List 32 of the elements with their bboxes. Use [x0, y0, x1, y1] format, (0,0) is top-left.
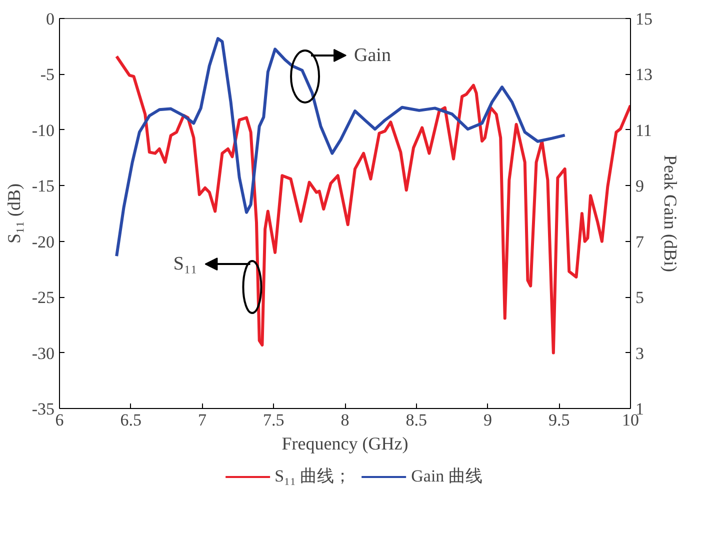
x-tick-label: 7.5: [263, 410, 284, 430]
y-tick-label: -25: [32, 288, 55, 308]
y-tick-label: -10: [32, 120, 55, 140]
x-tick-label: 8: [340, 410, 350, 430]
legend-label: Gain 曲线: [411, 466, 482, 488]
x-tick-label: 10: [622, 410, 639, 430]
y2-tick-label: 9: [636, 176, 644, 196]
y-axis-title: S₁₁ (dB): [4, 183, 24, 244]
line-series: [115, 37, 566, 258]
y-tick-label: -5: [40, 65, 55, 84]
y-tick-label: -20: [32, 232, 55, 252]
legend-label: S₁₁ 曲线；: [274, 466, 352, 488]
x-axis-title: Frequency (GHz): [282, 434, 408, 454]
y2-tick-label: 13: [636, 65, 652, 84]
y2-tick-label: 7: [636, 232, 644, 252]
y-tick-label: -15: [32, 176, 55, 196]
y2-tick-label: 5: [636, 288, 644, 308]
annotation: Gain: [354, 44, 392, 66]
x-tick-label: 7: [198, 410, 207, 430]
x-tick-label: 9: [484, 410, 492, 430]
y2-tick-label: 11: [636, 120, 652, 140]
annotation: S₁₁: [173, 254, 198, 275]
x-tick-label: 6.5: [120, 410, 142, 430]
y-tick-label: -30: [32, 344, 55, 363]
x-tick-label: 9.5: [548, 410, 570, 430]
y-tick-label: -35: [32, 400, 55, 418]
y-tick-label: 0: [46, 10, 54, 28]
y2-tick-label: 3: [636, 344, 644, 363]
x-tick-label: 6: [55, 410, 64, 430]
y2-axis-title: Peak Gain (dBi): [660, 155, 680, 272]
x-tick-label: 8.5: [406, 410, 427, 430]
y2-tick-label: 15: [636, 10, 652, 28]
